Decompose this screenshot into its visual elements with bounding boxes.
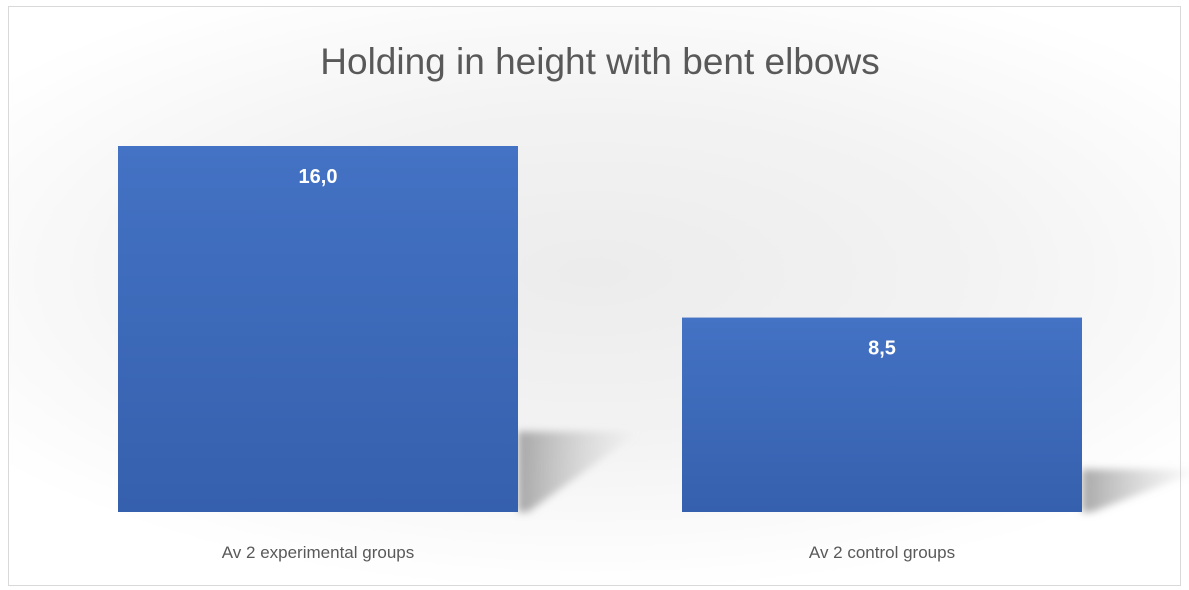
category-label: Av 2 experimental groups [222,543,414,562]
category-labels: Av 2 experimental groups Av 2 control gro… [222,543,955,562]
bar-shadow [1082,469,1189,512]
bar-shadows [518,431,1189,512]
data-label: 8,5 [868,338,896,360]
data-label: 16,0 [299,166,338,188]
bar-control [682,317,1082,512]
bar-shadow [518,431,640,512]
bar-experimental [118,146,518,512]
chart-title: Holding in height with bent elbows [320,41,879,82]
data-labels: 16,0 8,5 [299,166,896,360]
category-label: Av 2 control groups [809,543,955,562]
bars [118,146,1082,512]
